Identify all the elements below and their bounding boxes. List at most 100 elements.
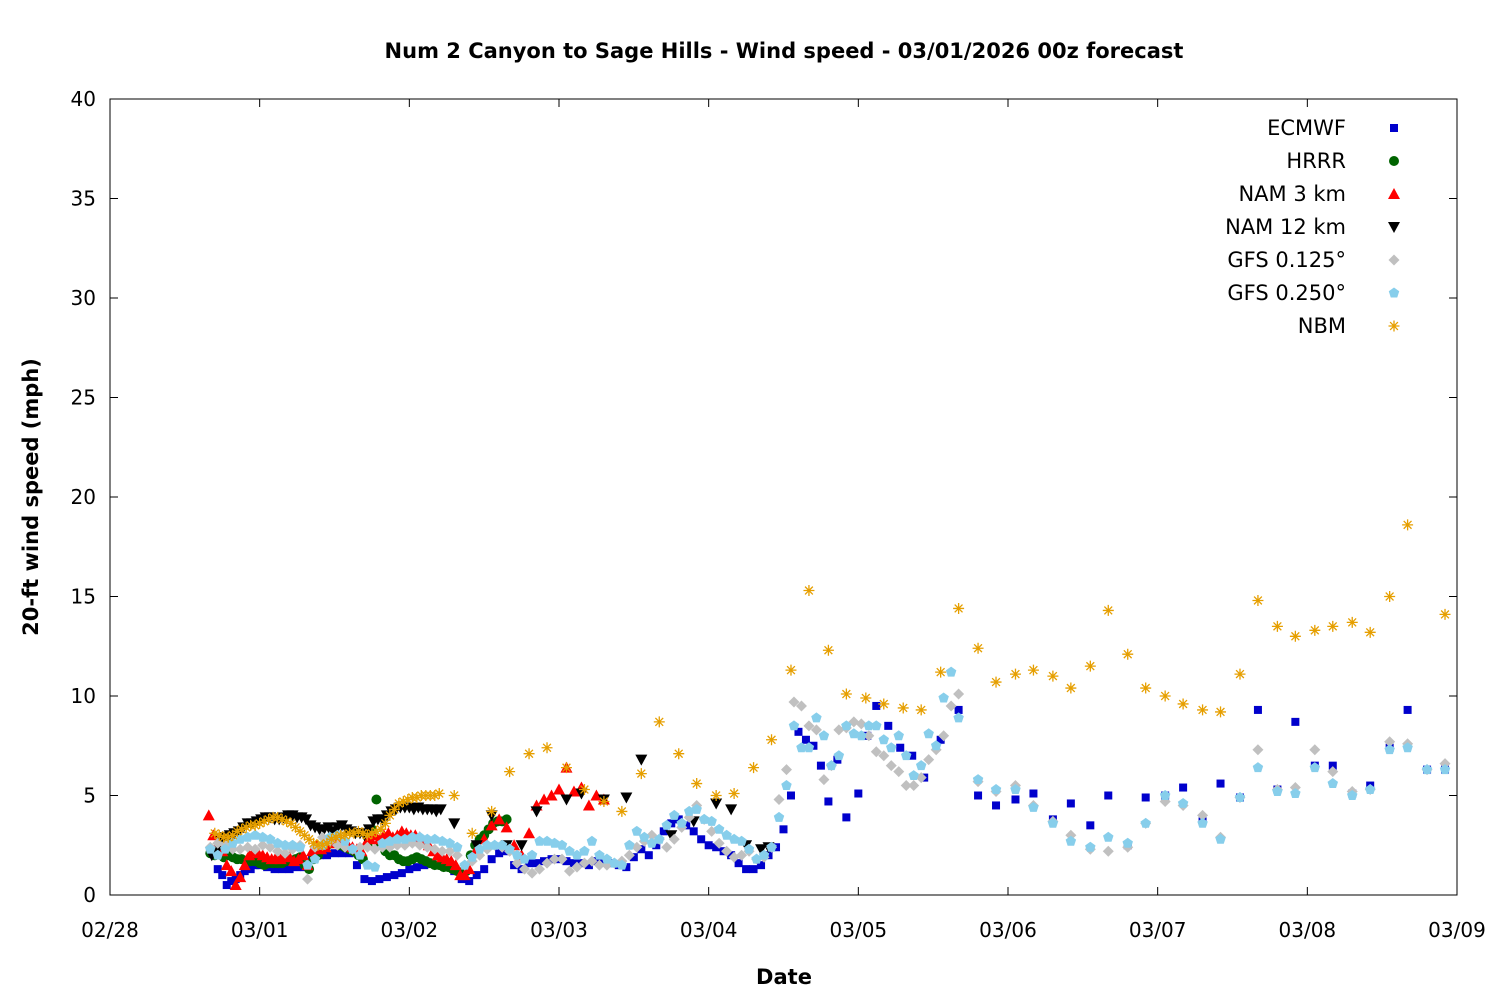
data-point [803,742,815,753]
data-point [493,813,506,825]
data-point [691,803,702,814]
data-point [710,798,723,810]
data-point [773,793,785,805]
data-point [246,865,255,874]
data-point [1289,630,1301,642]
data-point [1084,660,1096,672]
data-point [893,766,905,778]
data-point [893,730,904,741]
data-point [1327,766,1339,778]
data-point [1047,817,1059,828]
legend-item-hrrr: HRRR [1286,149,1399,173]
data-point [728,833,740,844]
data-point [1384,736,1396,748]
data-point [444,837,455,848]
data-point [249,819,261,831]
data-point [803,585,815,597]
data-point [549,853,561,865]
data-point [1197,809,1209,821]
data-point [500,821,513,833]
data-point [635,754,648,766]
data-point [601,853,613,864]
data-point [225,865,238,877]
data-point [623,849,635,861]
data-point [545,789,558,801]
data-point [285,865,294,874]
data-point [938,692,949,703]
data-point [972,774,984,785]
data-point [908,751,917,760]
data-point [326,833,338,845]
data-point [1216,779,1225,788]
data-point [766,734,778,746]
data-point [466,851,478,862]
data-point [974,791,983,800]
data-point [644,851,653,860]
data-point [697,835,706,844]
data-point [863,730,875,742]
data-point [299,829,311,841]
data-point [785,664,797,676]
data-point [264,833,276,844]
data-point [249,843,261,855]
data-point [766,841,777,852]
data-point [748,762,760,774]
data-point [885,760,897,772]
data-point [309,853,321,864]
data-point [897,702,909,714]
data-point [878,698,890,710]
data-point [1252,744,1264,756]
data-point [721,845,733,857]
data-point [1102,604,1114,616]
data-point [379,817,391,829]
data-point [728,788,740,800]
data-point [263,813,275,825]
y-tick-label: 40 [71,87,96,111]
data-point [357,827,369,839]
legend-marker [1388,254,1400,266]
data-point [788,720,800,731]
data-point [272,837,283,848]
data-point [1252,762,1264,773]
data-point [616,805,628,817]
x-tick-label: 03/01 [231,918,289,942]
data-point [538,793,551,805]
data-point [822,644,834,656]
data-point [202,809,215,821]
data-point [1215,833,1226,844]
data-point [254,817,266,829]
data-point [870,746,882,758]
data-point [240,821,252,833]
data-point [1028,801,1039,812]
data-point [653,716,665,728]
data-point [590,789,603,801]
data-point [710,790,722,801]
data-point [308,837,320,849]
data-point [1141,793,1150,802]
x-tick-label: 03/06 [979,918,1037,942]
data-point [923,728,934,739]
data-point [665,830,678,842]
data-point [593,859,605,871]
data-point [725,804,738,816]
data-point [519,853,530,864]
data-point [654,833,665,844]
data-point [434,804,447,816]
data-point [1347,790,1358,800]
data-point [1122,837,1133,848]
data-point [534,835,545,846]
data-point [231,825,243,837]
data-point [594,849,605,860]
data-point [840,688,852,700]
data-point [1346,616,1358,628]
data-point [872,701,881,710]
data-point [1234,791,1246,802]
data-point [451,849,463,861]
data-point [773,811,785,822]
data-point [661,841,673,853]
data-point [796,742,807,753]
data-point [578,784,590,796]
data-point [639,831,650,842]
legend-marker [1388,188,1400,199]
data-point [294,825,306,837]
